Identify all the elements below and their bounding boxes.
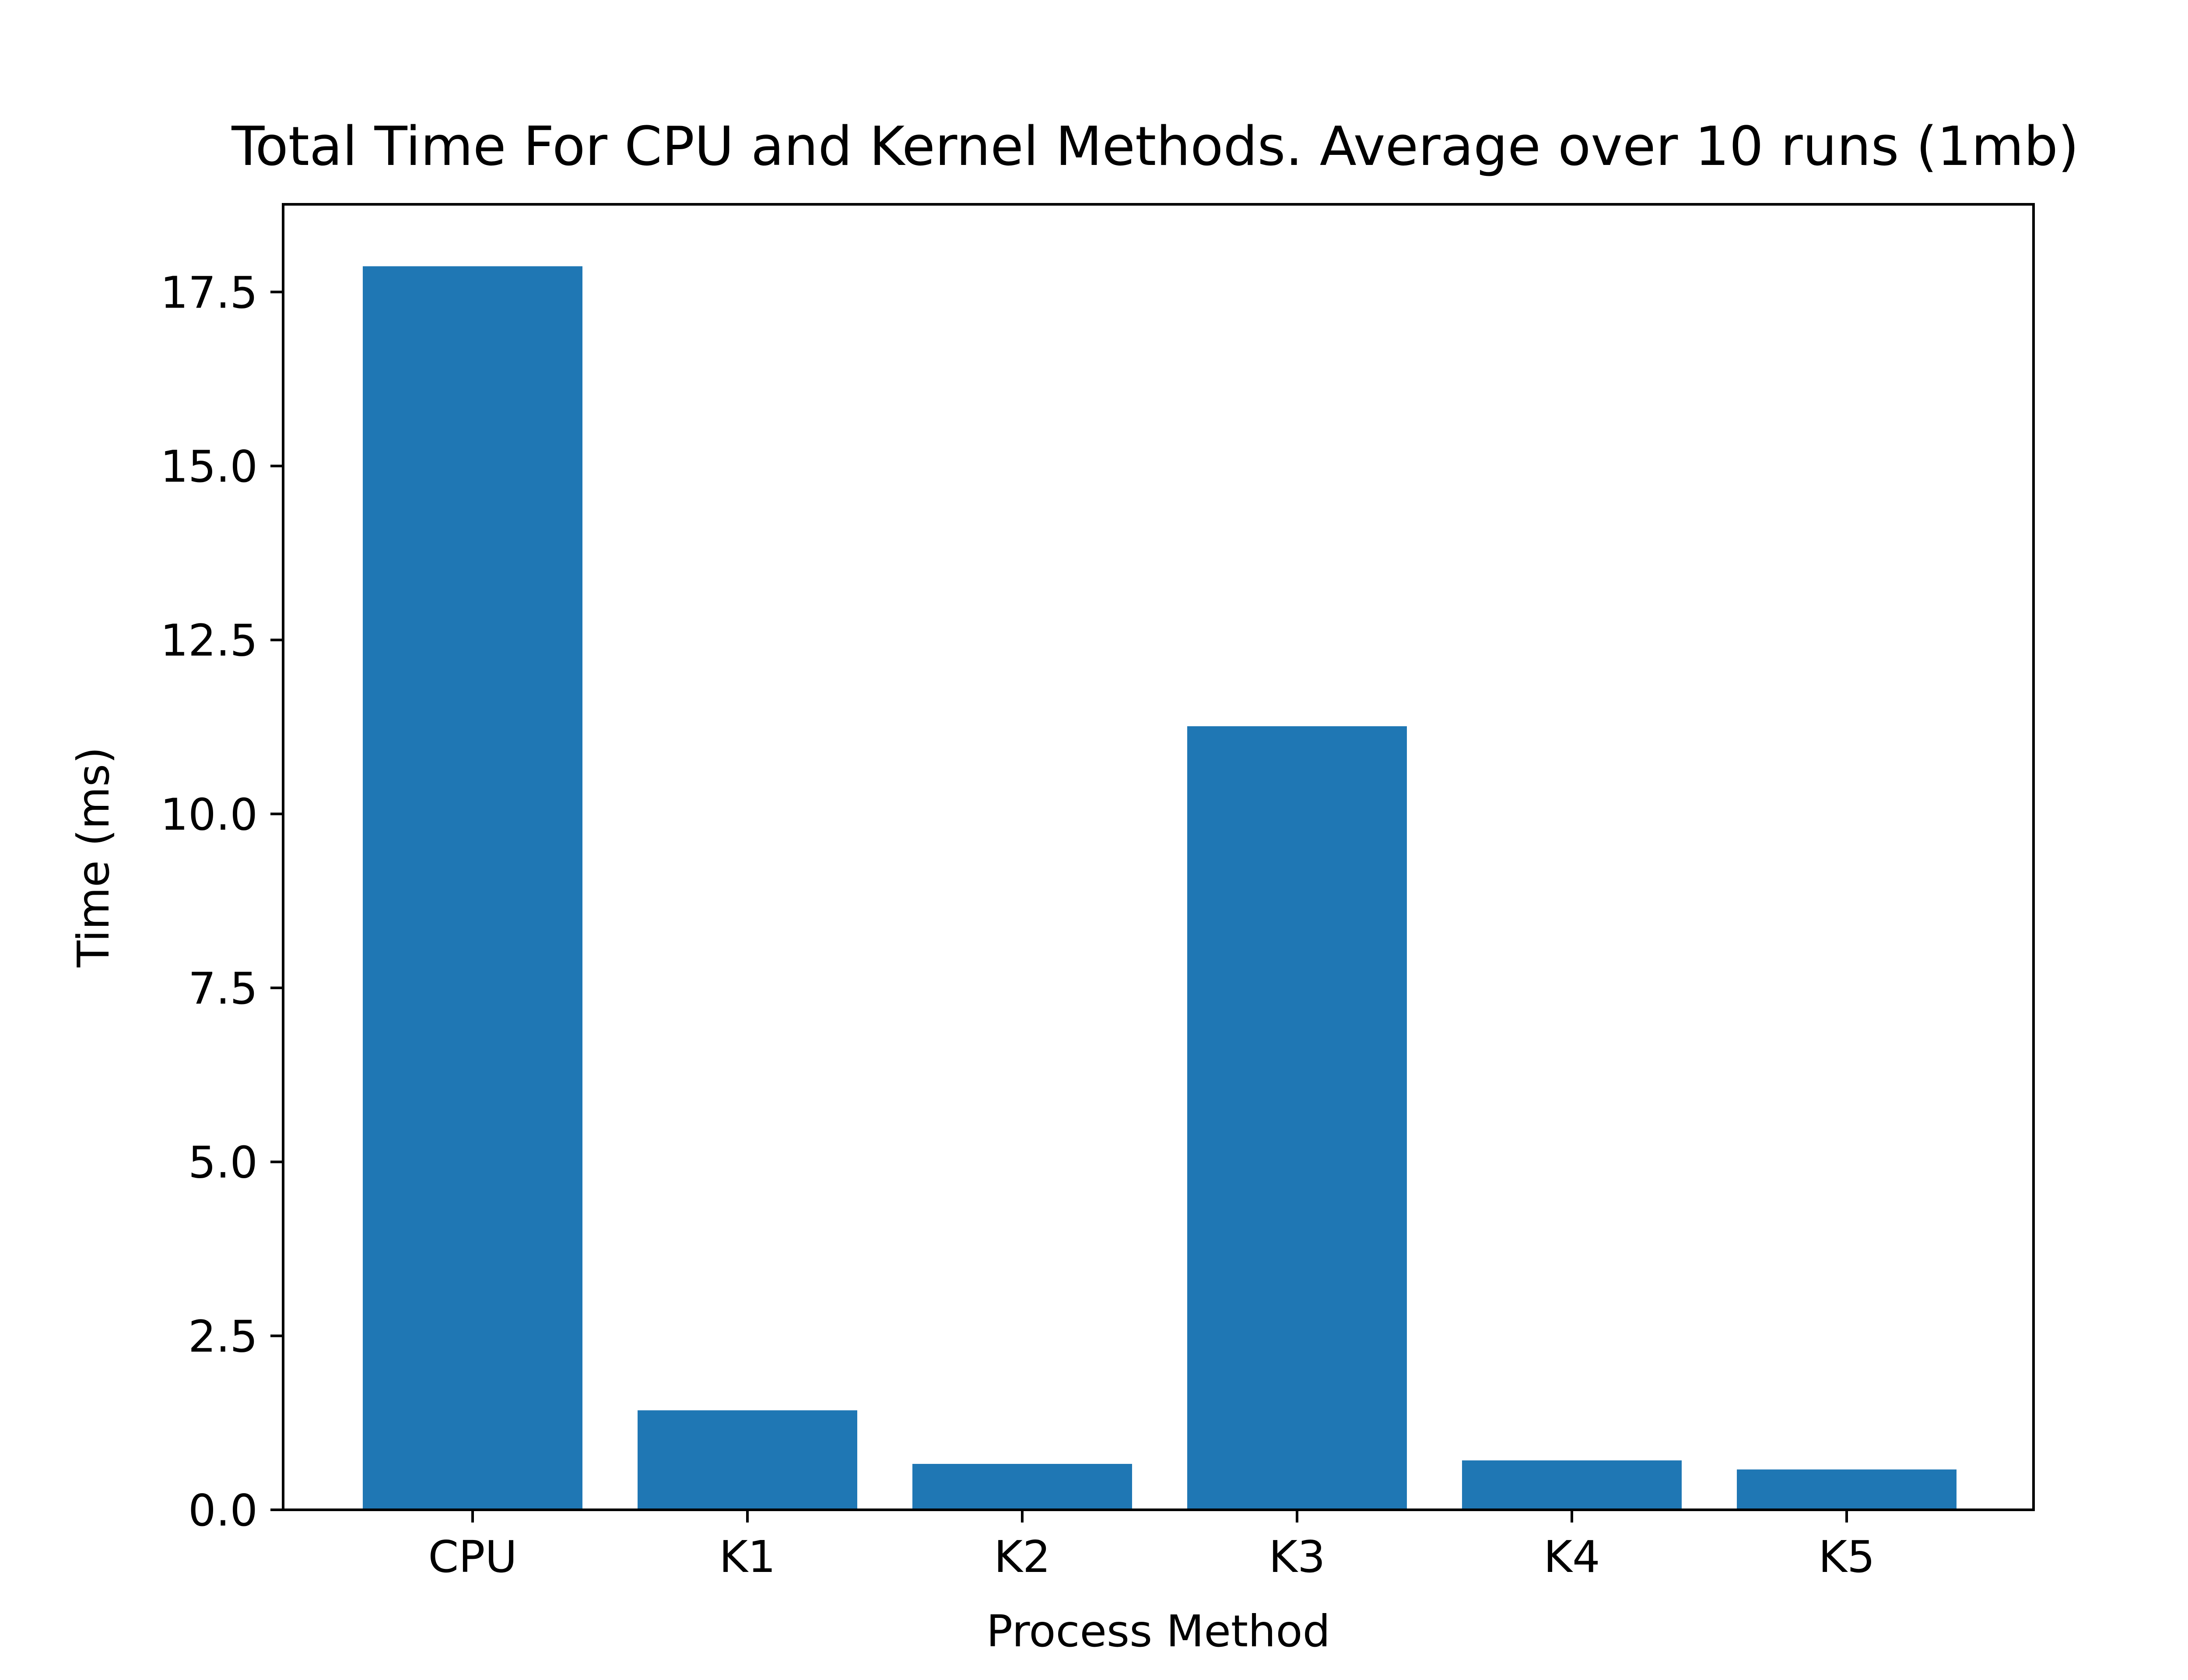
- x-tick-label: K4: [1543, 1531, 1600, 1582]
- y-tick-label: 0.0: [188, 1485, 258, 1536]
- x-tick-label: K1: [719, 1531, 775, 1582]
- x-tick-label: K3: [1269, 1531, 1325, 1582]
- y-tick-label: 15.0: [160, 441, 258, 492]
- y-axis-label: Time (ms): [68, 747, 119, 968]
- y-tick-label: 17.5: [160, 267, 258, 318]
- x-axis-ticks: CPU K1 K2 K3 K4 K5: [428, 1510, 1875, 1582]
- y-axis-ticks: 0.0 2.5 5.0 7.5 10.0 12.5 15.0 17.5: [160, 267, 283, 1536]
- y-tick-label: 10.0: [160, 789, 258, 840]
- bar-k4: [1462, 1460, 1682, 1510]
- x-axis-label: Process Method: [986, 1606, 1330, 1657]
- bar-k3: [1187, 726, 1407, 1510]
- y-tick-label: 2.5: [188, 1311, 258, 1362]
- bar-k2: [912, 1464, 1132, 1510]
- y-tick-label: 5.0: [188, 1137, 258, 1188]
- bar-k1: [638, 1410, 857, 1510]
- chart-title: Total Time For CPU and Kernel Methods. A…: [231, 116, 2079, 178]
- plot-frame: [282, 203, 2035, 1511]
- bars-group: [363, 266, 1957, 1510]
- x-tick-label: K2: [994, 1531, 1050, 1582]
- y-tick-label: 12.5: [160, 615, 258, 666]
- bar-k5: [1737, 1469, 1957, 1510]
- bar-cpu: [363, 266, 582, 1510]
- y-tick-label: 7.5: [188, 963, 258, 1014]
- x-tick-label: K5: [1818, 1531, 1875, 1582]
- x-tick-label: CPU: [428, 1531, 517, 1582]
